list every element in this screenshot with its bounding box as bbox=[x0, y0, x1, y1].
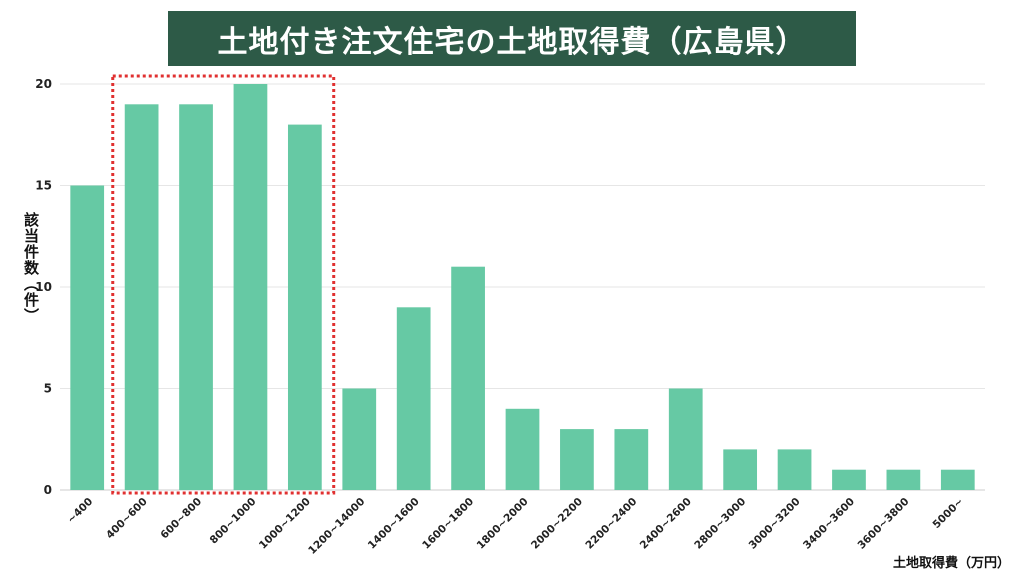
y-tick-label: 15 bbox=[35, 179, 52, 193]
x-tick-label: 3000~3200 bbox=[747, 496, 803, 552]
bar bbox=[560, 429, 594, 490]
x-tick-label: 1200~14000 bbox=[306, 496, 367, 557]
y-axis-ticks: 0 5 10 15 20 bbox=[35, 77, 52, 497]
bar bbox=[886, 469, 921, 490]
bar bbox=[287, 124, 322, 490]
bar bbox=[940, 469, 975, 490]
x-tick-label: 400~600 bbox=[104, 496, 150, 542]
x-tick-label: 3400~3600 bbox=[801, 496, 857, 552]
x-tick-label: 1400~1600 bbox=[366, 496, 422, 552]
x-tick-label: 3600~3800 bbox=[855, 496, 911, 552]
x-tick-label: 2200~2400 bbox=[583, 496, 639, 552]
x-tick-label: 2000~2200 bbox=[529, 496, 585, 552]
y-tick-label: 20 bbox=[35, 77, 52, 91]
x-tick-label: 1800~2000 bbox=[475, 496, 531, 552]
highlight-box bbox=[111, 74, 336, 495]
x-tick-label: 2800~3000 bbox=[692, 496, 748, 552]
x-axis-label: 土地取得費（万円） bbox=[892, 556, 1010, 571]
x-tick-label: 5000~ bbox=[931, 496, 966, 531]
x-axis-ticks: ~400 400~600 600~800 800~10001000~12001200~… bbox=[65, 496, 966, 557]
y-tick-label: 5 bbox=[44, 382, 52, 396]
bar bbox=[233, 84, 268, 490]
bar bbox=[505, 408, 540, 490]
x-tick-label: 1000~1200 bbox=[257, 496, 313, 552]
bar bbox=[179, 104, 213, 491]
bars bbox=[70, 84, 975, 491]
x-tick-label: ~400 bbox=[65, 496, 95, 526]
y-tick-label: 0 bbox=[44, 483, 52, 497]
chart-title-banner: 土地付き注文住宅の土地取得費（広島県） bbox=[168, 11, 856, 66]
x-tick-label: 1600~1800 bbox=[420, 496, 476, 552]
y-axis-label: 該当件数（件） bbox=[22, 212, 40, 324]
bar bbox=[342, 388, 377, 490]
bar bbox=[124, 104, 159, 491]
chart-title: 土地付き注文住宅の土地取得費（広島県） bbox=[217, 24, 807, 60]
bar bbox=[832, 469, 866, 490]
bar bbox=[723, 449, 758, 490]
bar bbox=[668, 388, 703, 490]
bar bbox=[70, 185, 105, 490]
bar bbox=[777, 449, 812, 490]
x-tick-label: 2400~2600 bbox=[638, 496, 694, 552]
x-tick-label: 600~800 bbox=[158, 496, 204, 542]
y-tick-label: 10 bbox=[35, 280, 52, 294]
bar bbox=[396, 307, 431, 490]
bar bbox=[451, 266, 485, 490]
x-tick-label: 800~1000 bbox=[208, 496, 259, 547]
bar bbox=[614, 429, 649, 490]
